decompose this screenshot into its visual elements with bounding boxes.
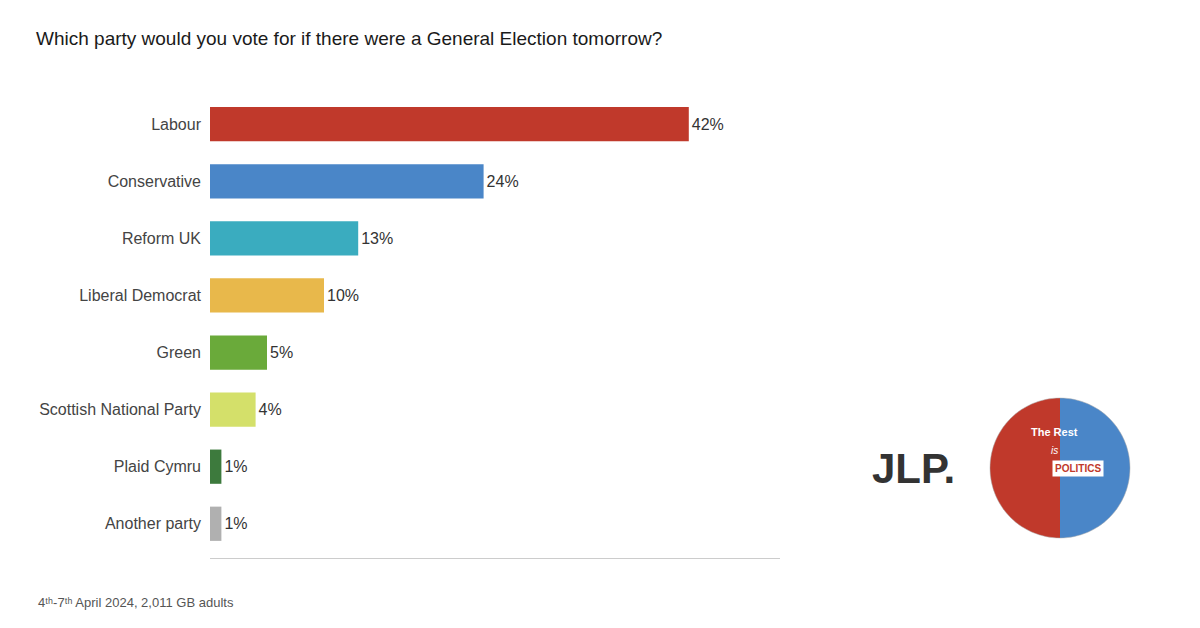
svg-text:4ᵗʰ-7ᵗʰ April 2024, 2,011 GB a: 4ᵗʰ-7ᵗʰ April 2024, 2,011 GB adults <box>38 595 234 610</box>
svg-text:13%: 13% <box>361 230 393 247</box>
svg-text:Labour: Labour <box>151 116 201 133</box>
svg-text:Green: Green <box>157 344 201 361</box>
svg-text:Another party: Another party <box>105 515 201 532</box>
svg-text:1%: 1% <box>224 458 247 475</box>
svg-text:is: is <box>1051 445 1058 456</box>
svg-text:Conservative: Conservative <box>108 173 201 190</box>
svg-text:42%: 42% <box>692 116 724 133</box>
svg-text:5%: 5% <box>270 344 293 361</box>
svg-text:24%: 24% <box>487 173 519 190</box>
svg-text:1%: 1% <box>224 515 247 532</box>
svg-text:10%: 10% <box>327 287 359 304</box>
svg-text:POLITICS: POLITICS <box>1055 463 1101 474</box>
svg-text:4%: 4% <box>259 401 282 418</box>
svg-text:Liberal Democrat: Liberal Democrat <box>79 287 201 304</box>
svg-text:JLP.: JLP. <box>872 445 955 492</box>
svg-text:Plaid Cymru: Plaid Cymru <box>114 458 201 475</box>
svg-text:Scottish National Party: Scottish National Party <box>39 401 201 418</box>
svg-text:Reform UK: Reform UK <box>122 230 201 247</box>
svg-text:The Rest: The Rest <box>1031 426 1078 438</box>
svg-text:Which party would you vote for: Which party would you vote for if there … <box>36 28 662 49</box>
